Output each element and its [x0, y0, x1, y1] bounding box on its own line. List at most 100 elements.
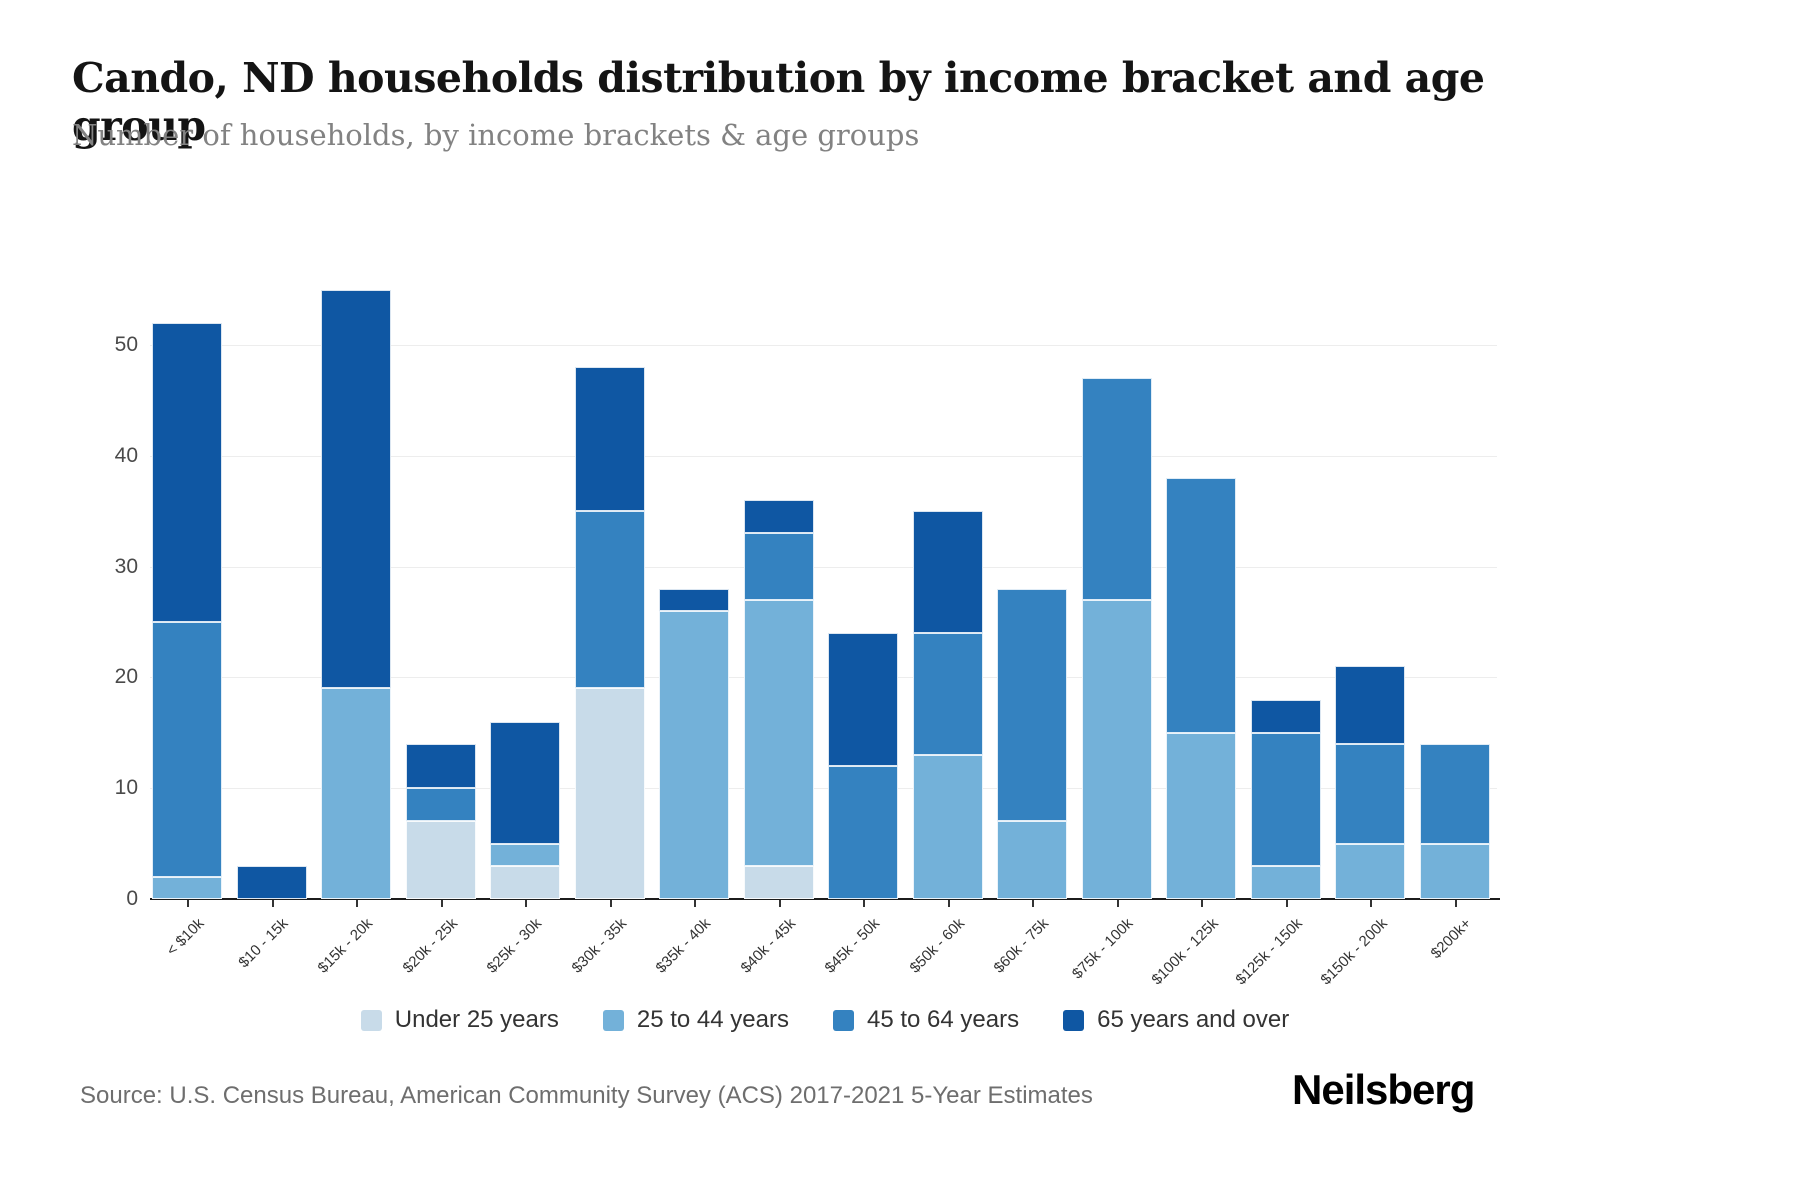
- legend-item[interactable]: Under 25 years: [360, 1006, 559, 1034]
- x-axis-tick: [609, 900, 612, 907]
- x-axis-tick: [440, 900, 443, 907]
- bar-$125k - 150k: [1250, 699, 1321, 899]
- bar-segment[interactable]: [743, 599, 814, 866]
- x-axis-label: $25k - 30k: [483, 915, 546, 977]
- bar-segment[interactable]: [1419, 843, 1490, 899]
- bar-segment[interactable]: [152, 322, 222, 622]
- x-axis-label: < $10k: [162, 915, 208, 960]
- x-axis-tick: [863, 900, 866, 907]
- bar-< $10k: [152, 322, 222, 899]
- bar-segment[interactable]: [405, 821, 476, 899]
- legend-item[interactable]: 45 to 64 years: [832, 1006, 1020, 1034]
- bar-segment[interactable]: [828, 633, 899, 767]
- legend-label: 45 to 64 years: [866, 1006, 1020, 1033]
- bar-segment[interactable]: [574, 688, 645, 899]
- legend-swatch-icon: [360, 1009, 382, 1031]
- bar-segment[interactable]: [490, 721, 561, 844]
- bar-$15k - 20k: [321, 289, 392, 899]
- gridline-40: [150, 455, 1497, 457]
- bar-segment[interactable]: [997, 588, 1068, 822]
- bar-segment[interactable]: [743, 533, 814, 600]
- x-axis-label: $20k - 25k: [399, 915, 461, 977]
- legend: Under 25 years 25 to 44 years 45 to 64 yea…: [150, 1006, 1500, 1034]
- x-axis-tick: [1116, 900, 1119, 907]
- bar-segment[interactable]: [1166, 732, 1237, 899]
- x-axis-label: $125k - 150k: [1232, 915, 1306, 989]
- x-axis-label: $60k - 75k: [990, 915, 1053, 977]
- bar-segment[interactable]: [912, 633, 983, 755]
- bar-segment[interactable]: [1081, 378, 1152, 600]
- bar-segment[interactable]: [1335, 666, 1406, 744]
- x-axis-tick: [525, 900, 528, 907]
- bar-segment[interactable]: [490, 843, 561, 866]
- bar-$45k - 50k: [828, 633, 899, 899]
- bar-segment[interactable]: [1335, 843, 1406, 899]
- bar-$10 - 15k: [236, 865, 307, 899]
- legend-label: Under 25 years: [394, 1006, 559, 1033]
- bar-segment[interactable]: [1335, 743, 1406, 844]
- bar-segment[interactable]: [997, 821, 1068, 899]
- x-axis-tick: [947, 900, 950, 907]
- source-note: Source: U.S. Census Bureau, American Com…: [80, 1082, 1093, 1109]
- chart-subtitle: Number of households, by income brackets…: [72, 118, 920, 152]
- legend-item[interactable]: 65 years and over: [1063, 1006, 1289, 1034]
- bar-segment[interactable]: [743, 500, 814, 534]
- bar-segment[interactable]: [152, 876, 222, 899]
- legend-item[interactable]: 25 to 44 years: [602, 1006, 789, 1034]
- legend-label: 65 years and over: [1097, 1006, 1290, 1033]
- bar-segment[interactable]: [236, 865, 307, 899]
- bar-segment[interactable]: [321, 688, 392, 899]
- y-axis-tick-label: 10: [114, 776, 138, 800]
- bar-segment[interactable]: [1081, 599, 1152, 899]
- x-axis-tick: [271, 900, 274, 907]
- x-axis-line: [150, 898, 1500, 900]
- bar-segment[interactable]: [659, 588, 730, 611]
- legend-label: 25 to 44 years: [636, 1006, 789, 1033]
- x-axis-label: $75k - 100k: [1069, 915, 1137, 983]
- bar-segment[interactable]: [743, 865, 814, 899]
- x-axis-label: $40k - 45k: [737, 915, 799, 977]
- x-axis-tick: [1032, 900, 1035, 907]
- bar-segment[interactable]: [659, 610, 730, 899]
- bar-$35k - 40k: [659, 588, 730, 899]
- bar-segment[interactable]: [405, 788, 476, 822]
- bar-segment[interactable]: [574, 367, 645, 512]
- x-axis-label: $45k - 50k: [821, 915, 884, 977]
- gridline-20: [150, 677, 1497, 679]
- bar-segment[interactable]: [1250, 732, 1321, 866]
- bar-$40k - 45k: [743, 500, 814, 899]
- bar-segment[interactable]: [1250, 865, 1321, 899]
- x-axis-label: $35k - 40k: [652, 915, 715, 977]
- x-axis-tick: [1370, 900, 1373, 907]
- gridline-30: [150, 566, 1497, 568]
- x-axis-tick: [778, 900, 781, 907]
- x-axis-label: $15k - 20k: [314, 915, 377, 977]
- gridline-10: [150, 788, 1497, 790]
- bar-segment[interactable]: [828, 766, 899, 899]
- bar-segment[interactable]: [1419, 743, 1490, 844]
- bar-segment[interactable]: [912, 511, 983, 634]
- gridline-50: [150, 345, 1497, 346]
- bar-segment[interactable]: [1250, 699, 1321, 733]
- bar-segment[interactable]: [152, 622, 222, 877]
- bar-$150k - 200k: [1335, 666, 1406, 899]
- bar-$60k - 75k: [997, 588, 1068, 899]
- y-axis-tick-label: 40: [114, 443, 138, 467]
- bar-$100k - 125k: [1166, 477, 1237, 899]
- bar-$20k - 25k: [405, 743, 476, 899]
- x-axis-label: $200k+: [1427, 915, 1475, 963]
- x-axis-tick: [1454, 900, 1457, 907]
- bar-segment[interactable]: [1166, 477, 1237, 733]
- bar-segment[interactable]: [912, 754, 983, 899]
- bar-$200k+: [1419, 743, 1490, 899]
- x-axis-tick: [356, 900, 359, 907]
- bar-segment[interactable]: [490, 865, 561, 899]
- x-axis-tick: [187, 900, 189, 907]
- x-axis-tick: [1285, 900, 1288, 907]
- y-axis-tick-label: 20: [114, 665, 138, 689]
- bar-$75k - 100k: [1081, 378, 1152, 899]
- bar-segment[interactable]: [574, 511, 645, 689]
- bar-segment[interactable]: [405, 743, 476, 789]
- bar-segment[interactable]: [321, 289, 392, 689]
